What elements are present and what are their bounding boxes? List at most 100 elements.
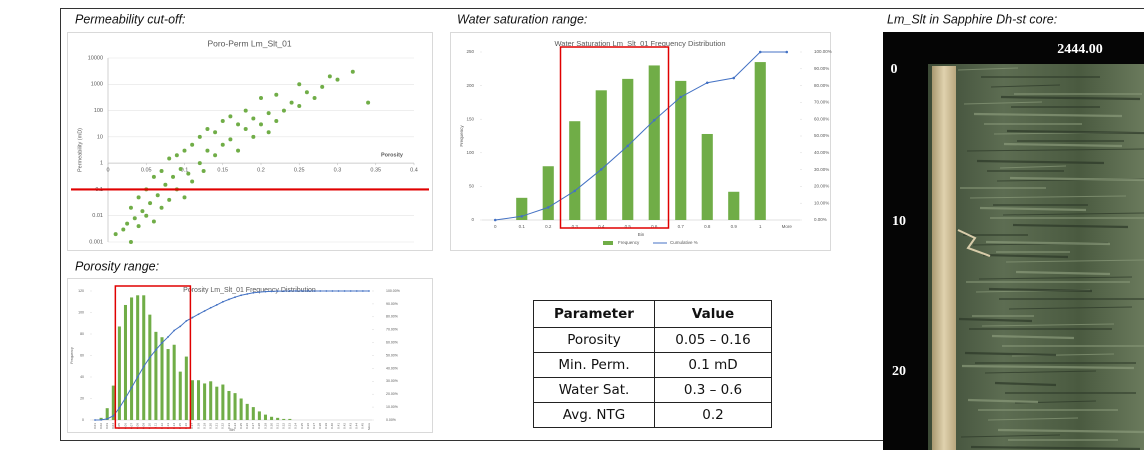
bar (227, 390, 231, 420)
bar (209, 381, 213, 420)
cumulative-point (112, 414, 115, 417)
x-tick-label: 0.22 (221, 423, 225, 429)
point (243, 108, 248, 113)
cumulative-point (301, 290, 303, 292)
x-tick-label: 0 (106, 168, 109, 174)
point (251, 134, 256, 139)
point (243, 126, 248, 131)
x-tick-label: 0.16 (184, 423, 188, 429)
core-streak (978, 276, 1133, 280)
core-streak (958, 317, 1033, 323)
point (163, 182, 168, 187)
core-streak (957, 67, 1019, 71)
cumulative-point (325, 290, 328, 292)
point (266, 111, 271, 116)
bar (622, 78, 634, 220)
x-tick-label: 0.11 (154, 423, 158, 429)
x-tick-label: 0.28 (257, 423, 261, 429)
x-tick-label: 0.9 (731, 224, 738, 229)
y2-tick-label: 80.00% (814, 83, 829, 88)
y-tick-label: 1000 (91, 82, 103, 88)
y2-tick-label: 0.00% (386, 418, 396, 422)
bar (130, 297, 134, 420)
bar (701, 133, 713, 220)
y2-tick-label: 60.00% (814, 116, 829, 121)
chart: Poro-Perm Lm_Slt_01 0.001 0.01 0.1 1 10 100 100… (67, 32, 433, 251)
point (259, 96, 263, 101)
cumulative-point (349, 290, 352, 292)
bar (728, 191, 740, 220)
chart-frame (67, 32, 433, 251)
cumulative-point (295, 290, 297, 292)
x-axis-title: Porosity (381, 153, 404, 159)
x-tick-label: 0.2 (257, 168, 265, 174)
bar (257, 411, 261, 420)
x-tick-label: 0.15 (178, 423, 182, 429)
point (228, 137, 233, 142)
cumulative-point (100, 418, 103, 421)
x-tick-label: 0.03 (105, 423, 109, 429)
cell: 0.2 (654, 402, 772, 428)
core-streak (967, 398, 1039, 404)
x-tick-label: 0.39 (324, 423, 328, 429)
x-tick-label: 0.13 (166, 423, 170, 429)
point (274, 92, 279, 97)
core-streak (1002, 212, 1144, 216)
y-tick-label: 10000 (88, 55, 103, 61)
scale-label: 0 (891, 62, 898, 77)
y-tick-label: 0.001 (89, 239, 103, 245)
cumulative-point (705, 81, 709, 85)
y2-tick-label: 20.00% (814, 184, 829, 189)
point (136, 195, 141, 200)
cumulative-point (493, 218, 497, 222)
core-streak (999, 165, 1067, 169)
core-streak (1015, 270, 1111, 276)
x-tick-label: 0.32 (282, 423, 286, 429)
y2-tick-label: 40.00% (814, 150, 829, 155)
x-tick-label: 0.24 (233, 423, 237, 429)
parameter-table: Parameter Value Porosity 0.05 – 0.16 Min.… (533, 300, 772, 428)
cumulative-point (337, 290, 340, 292)
x-tick-label: 0.2 (545, 224, 552, 229)
core-streak (964, 351, 1057, 357)
cumulative-point (319, 290, 322, 292)
bar (178, 371, 182, 420)
core-streak (1005, 259, 1144, 263)
core-streak (961, 364, 1135, 370)
cumulative-point (270, 290, 273, 293)
cumulative-point (626, 144, 630, 148)
cumulative-point (264, 290, 267, 293)
y2-tick-label: 0.00% (814, 217, 827, 222)
x-tick-label: 0.12 (160, 423, 164, 429)
chart-title: Poro-Perm Lm_Slt_01 (207, 38, 291, 48)
bar (190, 380, 194, 420)
y2-tick-label: 30.00% (814, 167, 829, 172)
bar (154, 331, 158, 420)
core-streak (1009, 176, 1144, 182)
y-tick-label: 250 (466, 49, 474, 54)
bar (516, 197, 528, 220)
core-streak (994, 381, 1057, 387)
y-tick-label: 100 (94, 108, 103, 114)
bar (111, 385, 115, 420)
cumulative-point (343, 290, 346, 292)
y-tick-label: 10 (97, 134, 103, 140)
y-tick-label: 0.01 (92, 213, 103, 219)
x-tick-label: 0.19 (202, 423, 206, 429)
x-tick-label: 0.45 (361, 423, 365, 429)
y-tick-label: 150 (466, 116, 474, 121)
y-tick-label: 200 (466, 83, 474, 88)
cumulative-point (161, 341, 163, 344)
chart-frame (450, 32, 831, 251)
x-tick-label: 0.29 (263, 423, 267, 429)
cell: Avg. NTG (533, 402, 655, 428)
cumulative-line (495, 51, 787, 221)
cumulative-point (215, 304, 218, 306)
x-tick-label: 0.05 (117, 423, 121, 429)
point (128, 205, 133, 210)
cumulative-point (361, 290, 364, 292)
x-tick-label: 0.7 (678, 224, 685, 229)
core-streak (973, 112, 1123, 118)
y2-tick-label: 20.00% (386, 392, 398, 396)
